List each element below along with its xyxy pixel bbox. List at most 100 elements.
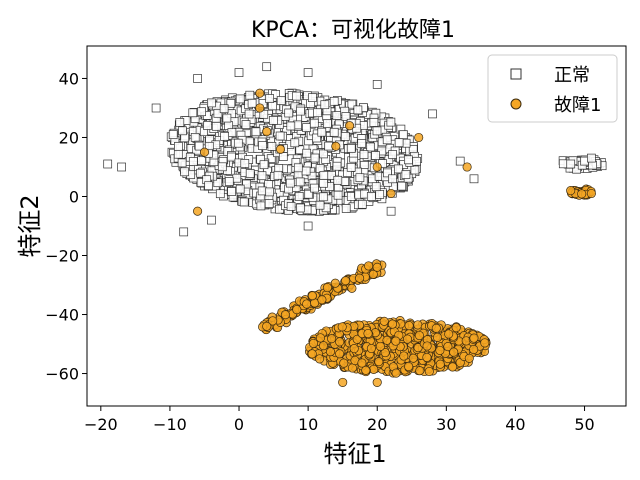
normal-point <box>284 108 294 118</box>
normal-point <box>296 106 305 116</box>
normal-point <box>329 127 339 137</box>
y-axis-title: 特征2 <box>16 194 44 257</box>
normal-point <box>224 177 234 186</box>
normal-point <box>404 155 413 165</box>
normal-point <box>359 150 369 159</box>
normal-point <box>319 178 328 188</box>
fault-point <box>347 363 357 373</box>
fault-point <box>327 334 337 344</box>
fault-point <box>347 283 357 293</box>
normal-point <box>226 99 236 108</box>
normal-point <box>117 162 126 172</box>
fault-point <box>577 189 587 199</box>
normal-point <box>388 150 397 159</box>
normal-point <box>329 96 339 106</box>
normal-point <box>259 160 269 170</box>
fault-point <box>404 321 414 331</box>
fault-point <box>464 353 474 363</box>
normal-point <box>276 96 286 105</box>
normal-point <box>219 104 229 114</box>
plot-frame <box>86 45 627 407</box>
normal-point <box>293 163 303 173</box>
fault-point <box>462 162 472 172</box>
fault-point <box>435 345 445 355</box>
fault-point <box>308 338 319 348</box>
normal-point <box>375 190 385 199</box>
fault-point <box>317 295 327 305</box>
normal-point <box>371 182 381 192</box>
normal-point <box>285 178 295 188</box>
fault-point <box>255 103 265 113</box>
fault-point <box>422 341 432 351</box>
normal-point <box>347 99 357 109</box>
normal-point <box>244 109 254 119</box>
normal-point <box>197 156 206 166</box>
normal-point <box>204 181 213 191</box>
x-tick-label: 50 <box>574 415 594 434</box>
fault-point <box>402 334 413 344</box>
normal-point <box>388 174 397 184</box>
normal-point <box>234 68 244 77</box>
fault-point <box>302 299 312 309</box>
normal-point <box>190 133 200 142</box>
fault-point <box>566 186 576 196</box>
normal-point <box>269 116 278 125</box>
fault-point <box>424 366 434 377</box>
normal-point <box>215 189 225 199</box>
y-tick-label: 20 <box>59 128 79 147</box>
normal-point <box>333 175 343 185</box>
y-tick-label: −60 <box>45 365 79 384</box>
fault-point <box>363 328 373 339</box>
fault-point <box>338 377 348 387</box>
normal-point <box>566 159 576 169</box>
x-tick-label: 20 <box>367 415 387 434</box>
normal-point <box>355 173 365 183</box>
normal-point <box>203 121 212 130</box>
normal-point <box>394 164 403 174</box>
normal-point <box>227 152 236 162</box>
normal-point <box>177 158 187 168</box>
normal-point <box>295 177 305 187</box>
fault-point <box>275 144 286 154</box>
normal-point <box>262 62 272 72</box>
normal-point <box>227 128 237 137</box>
fault-point <box>345 121 355 131</box>
normal-point <box>340 132 350 141</box>
fault-point <box>337 322 347 332</box>
normal-point <box>372 80 382 89</box>
normal-point <box>211 121 221 131</box>
legend-marker-normal <box>510 68 522 80</box>
normal-point <box>273 170 283 180</box>
fault-point <box>325 347 336 357</box>
normal-point <box>188 108 198 118</box>
fault-point <box>379 316 389 326</box>
normal-point <box>323 119 332 128</box>
fault-point <box>414 330 424 341</box>
normal-point <box>251 127 261 137</box>
normal-point <box>220 132 229 141</box>
y-tick-label: 40 <box>59 69 79 88</box>
fault-point <box>366 343 376 354</box>
normal-point <box>222 113 232 123</box>
x-tick-label: 40 <box>505 415 525 434</box>
normal-point <box>242 179 251 189</box>
normal-point <box>239 197 249 207</box>
y-tick-label: −40 <box>45 306 79 325</box>
fault-point <box>432 332 443 342</box>
fault-point <box>322 283 332 293</box>
fault-point <box>414 132 424 143</box>
normal-point <box>318 192 328 202</box>
normal-point <box>401 170 411 179</box>
fault-point <box>262 321 272 331</box>
fault-point <box>399 351 409 361</box>
normal-point <box>196 168 205 178</box>
normal-point <box>265 94 274 103</box>
fault-point <box>331 141 341 151</box>
fault-point <box>357 358 367 368</box>
normal-point <box>235 94 245 104</box>
normal-point <box>265 187 274 197</box>
normal-point <box>308 93 317 102</box>
normal-point <box>303 221 313 231</box>
legend: 正常 故障1 <box>487 54 618 123</box>
